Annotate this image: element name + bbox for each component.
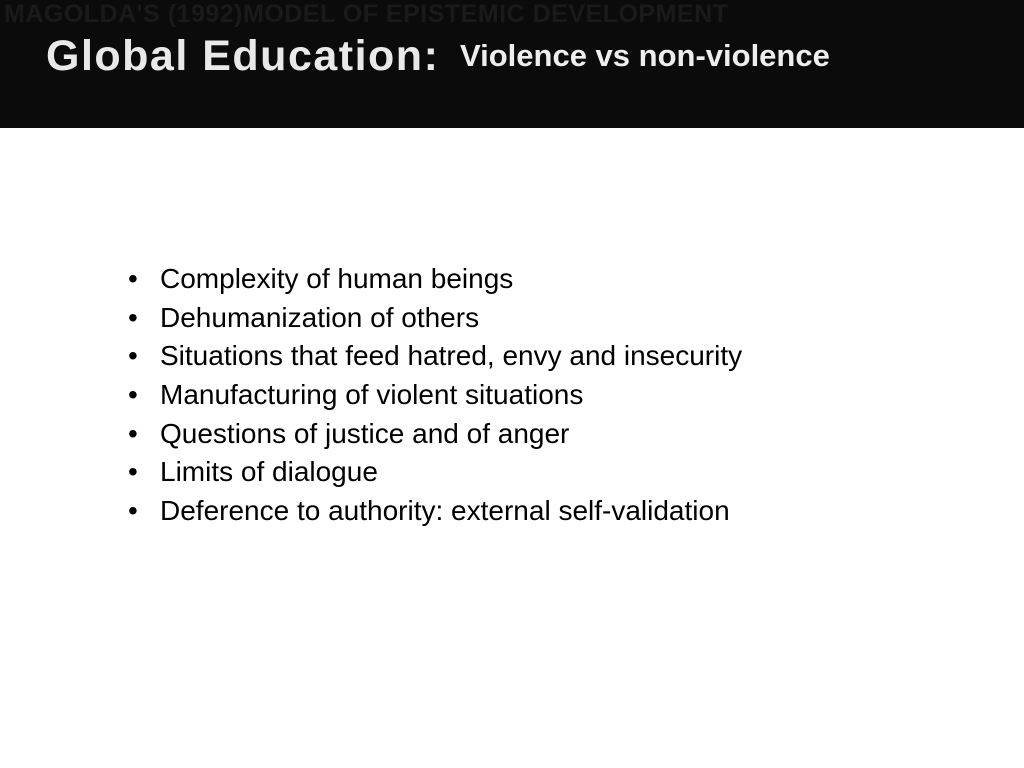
header-bar: MAGOLDA'S (1992)MODEL OF EPISTEMIC DEVEL…: [0, 0, 1024, 128]
list-item: Limits of dialogue: [118, 453, 918, 492]
list-item: Deference to authority: external self-va…: [118, 492, 918, 531]
slide-title-left: Global Education:: [46, 32, 439, 81]
slide-body: Complexity of human beings Dehumanizatio…: [118, 260, 918, 530]
bullet-list: Complexity of human beings Dehumanizatio…: [118, 260, 918, 530]
background-heading: MAGOLDA'S (1992)MODEL OF EPISTEMIC DEVEL…: [4, 0, 728, 29]
list-item: Situations that feed hatred, envy and in…: [118, 337, 918, 376]
slide-title-right: Violence vs non-violence: [460, 38, 830, 74]
list-item: Complexity of human beings: [118, 260, 918, 299]
list-item: Dehumanization of others: [118, 299, 918, 338]
list-item: Manufacturing of violent situations: [118, 376, 918, 415]
slide: MAGOLDA'S (1992)MODEL OF EPISTEMIC DEVEL…: [0, 0, 1024, 768]
list-item: Questions of justice and of anger: [118, 415, 918, 454]
